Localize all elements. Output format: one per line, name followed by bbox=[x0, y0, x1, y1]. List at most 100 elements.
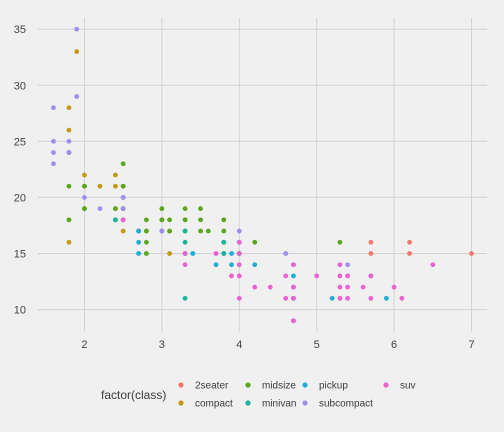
point-2seater bbox=[368, 251, 374, 256]
legend-key-midsize bbox=[245, 382, 251, 388]
point-subcompact bbox=[82, 195, 87, 200]
point-minivan bbox=[221, 251, 227, 256]
point-suv bbox=[430, 262, 436, 268]
point-suv bbox=[360, 284, 366, 290]
point-suv bbox=[314, 273, 320, 279]
point-suv bbox=[229, 273, 234, 279]
point-compact bbox=[66, 239, 72, 245]
point-pickup bbox=[329, 295, 335, 301]
legend-label: pickup bbox=[319, 381, 348, 392]
y-tick-label: 30 bbox=[14, 80, 26, 92]
legend-label: subcompact bbox=[319, 399, 373, 410]
point-2seater bbox=[368, 239, 374, 245]
point-suv bbox=[399, 295, 405, 301]
point-pickup bbox=[291, 273, 296, 279]
x-tick-label: 3 bbox=[159, 339, 165, 351]
point-subcompact bbox=[236, 228, 242, 234]
y-tick-label: 20 bbox=[14, 192, 26, 204]
x-tick-label: 4 bbox=[236, 339, 242, 351]
point-midsize bbox=[221, 217, 227, 223]
point-midsize bbox=[82, 206, 87, 212]
point-subcompact bbox=[51, 161, 56, 167]
point-suv bbox=[267, 284, 273, 290]
point-subcompact bbox=[74, 26, 80, 32]
point-minivan bbox=[113, 217, 118, 223]
point-compact bbox=[97, 183, 103, 189]
legend-item-pickup: pickup bbox=[302, 381, 348, 392]
point-midsize bbox=[120, 183, 126, 189]
point-pickup bbox=[252, 262, 258, 268]
point-subcompact bbox=[283, 251, 289, 256]
point-pickup bbox=[190, 251, 196, 256]
legend-label: 2seater bbox=[195, 381, 229, 392]
point-midsize bbox=[159, 217, 165, 223]
x-tick-label: 2 bbox=[81, 339, 87, 351]
point-midsize bbox=[143, 228, 149, 234]
point-suv bbox=[337, 273, 343, 279]
point-subcompact bbox=[66, 150, 72, 155]
point-suv bbox=[283, 273, 289, 279]
point-suv bbox=[236, 251, 242, 256]
legend-label: minivan bbox=[262, 399, 296, 410]
point-2seater bbox=[407, 251, 412, 256]
point-suv bbox=[252, 284, 258, 290]
point-suv bbox=[236, 295, 242, 301]
point-2seater bbox=[469, 251, 474, 256]
point-midsize bbox=[143, 217, 149, 223]
point-suv bbox=[120, 217, 126, 223]
point-midsize bbox=[182, 206, 188, 212]
point-midsize bbox=[167, 228, 173, 234]
point-pickup bbox=[136, 251, 142, 256]
legend-item-midsize: midsize bbox=[245, 381, 296, 392]
point-midsize bbox=[182, 217, 188, 223]
point-subcompact bbox=[74, 94, 80, 99]
point-compact bbox=[82, 172, 87, 178]
point-subcompact bbox=[97, 206, 103, 212]
point-suv bbox=[337, 262, 343, 268]
legend-key-minivan bbox=[245, 400, 251, 406]
legend-key-subcompact bbox=[302, 400, 308, 406]
point-compact bbox=[66, 105, 72, 111]
legend-label: suv bbox=[400, 381, 416, 392]
point-compact bbox=[167, 251, 173, 256]
legend-item-suv: suv bbox=[383, 381, 416, 392]
legend-item-subcompact: subcompact bbox=[302, 399, 373, 410]
point-suv bbox=[236, 239, 242, 245]
point-midsize bbox=[113, 206, 118, 212]
y-axis-tick-labels: 10 15 20 25 30 35 bbox=[14, 24, 26, 316]
point-suv bbox=[291, 318, 296, 324]
legend-item-minivan: minivan bbox=[245, 399, 296, 410]
legend-key-2seater bbox=[178, 382, 184, 388]
y-tick-label: 15 bbox=[14, 249, 26, 261]
point-pickup bbox=[136, 228, 142, 234]
point-subcompact bbox=[66, 138, 72, 144]
point-suv bbox=[345, 273, 351, 279]
point-subcompact bbox=[51, 105, 56, 111]
point-minivan bbox=[182, 295, 188, 301]
point-midsize bbox=[143, 239, 149, 245]
point-suv bbox=[337, 295, 343, 301]
point-pickup bbox=[383, 295, 389, 301]
point-subcompact bbox=[51, 150, 56, 155]
legend-items: 2seater midsize pickup suv compact minivan sub… bbox=[178, 381, 416, 410]
point-midsize bbox=[221, 228, 227, 234]
point-subcompact bbox=[159, 228, 165, 234]
point-minivan bbox=[221, 239, 227, 245]
legend: factor(class) 2seater midsize pickup suv com… bbox=[101, 381, 416, 410]
point-suv bbox=[291, 262, 296, 268]
point-midsize bbox=[143, 251, 149, 256]
y-tick-label: 10 bbox=[14, 305, 26, 317]
x-axis-tick-labels: 2 3 4 5 6 7 bbox=[81, 339, 474, 351]
point-midsize bbox=[198, 206, 203, 212]
point-subcompact bbox=[120, 206, 126, 212]
point-midsize bbox=[252, 239, 258, 245]
y-tick-label: 35 bbox=[14, 24, 26, 36]
point-suv bbox=[368, 273, 374, 279]
point-compact bbox=[113, 183, 118, 189]
grid-lines bbox=[38, 18, 487, 332]
legend-label: midsize bbox=[262, 381, 296, 392]
data-points bbox=[51, 26, 474, 324]
point-suv bbox=[291, 295, 296, 301]
point-suv bbox=[213, 251, 219, 256]
